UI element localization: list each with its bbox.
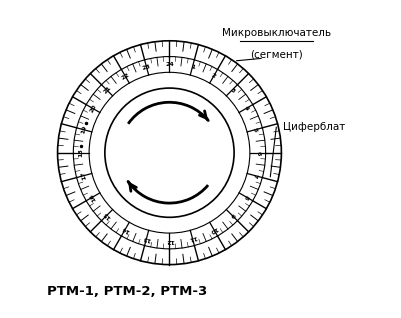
Text: Микровыключатель: Микровыключатель [221, 28, 330, 38]
Text: Циферблат: Циферблат [282, 122, 344, 133]
Text: 8: 8 [242, 194, 249, 200]
Text: 11: 11 [187, 234, 197, 241]
Text: 23: 23 [142, 64, 151, 71]
Text: 22: 22 [120, 72, 130, 80]
Text: 24: 24 [165, 62, 173, 67]
Text: 18: 18 [79, 148, 83, 157]
Circle shape [105, 88, 233, 217]
Text: 5: 5 [251, 127, 257, 133]
Text: 2: 2 [210, 73, 216, 80]
Text: 17: 17 [81, 171, 87, 180]
Text: (сегмент): (сегмент) [250, 50, 302, 60]
Text: 4: 4 [242, 106, 249, 112]
Text: РТМ-1, РТМ-2, РТМ-3: РТМ-1, РТМ-2, РТМ-3 [47, 285, 206, 298]
Text: 19: 19 [81, 125, 87, 135]
Text: 21: 21 [102, 86, 111, 95]
Text: 3: 3 [228, 87, 235, 93]
Text: 9: 9 [228, 212, 235, 218]
Text: 13: 13 [142, 234, 151, 241]
Text: 14: 14 [120, 225, 130, 233]
Text: 1: 1 [189, 65, 194, 70]
Text: 10: 10 [208, 225, 218, 233]
Text: 7: 7 [251, 173, 257, 178]
Text: 15: 15 [102, 210, 111, 220]
Text: 12: 12 [165, 238, 173, 244]
Text: 6: 6 [255, 150, 259, 155]
Text: 16: 16 [89, 192, 97, 202]
Text: 20: 20 [89, 104, 97, 114]
